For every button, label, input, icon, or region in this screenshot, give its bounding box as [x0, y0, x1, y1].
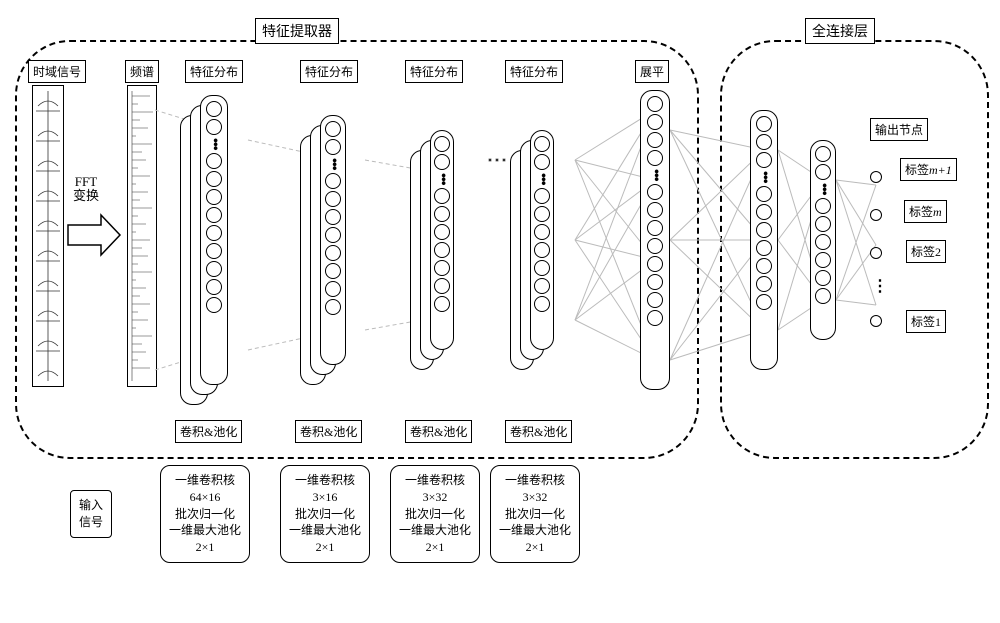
- pool-size: 2×1: [169, 539, 241, 556]
- pool-size: 2×1: [289, 539, 361, 556]
- flatten-column: •••: [640, 90, 670, 390]
- output-node-label: 输出节点: [870, 118, 928, 141]
- fft-label: FFT变换: [73, 175, 99, 204]
- output-label-m1: 标签m+1: [900, 158, 957, 181]
- output-dots: ⋮: [872, 276, 888, 296]
- fc-column-1: •••: [750, 110, 778, 370]
- spectrum-icon: [128, 86, 156, 386]
- pool-label: 一维最大池化: [289, 522, 361, 539]
- output-node: [870, 171, 882, 183]
- pool-size: 2×1: [399, 539, 471, 556]
- bn-label: 批次归一化: [289, 506, 361, 523]
- pool-label: 一维最大池化: [399, 522, 471, 539]
- output-node: [870, 209, 882, 221]
- output-label-m: 标签m: [904, 200, 947, 223]
- conv-param-box-1: 一维卷积核64×16批次归一化一维最大池化2×1: [160, 465, 250, 563]
- conv-param-box-4: 一维卷积核3×32批次归一化一维最大池化2×1: [490, 465, 580, 563]
- conv-pool-label-2: 卷积&池化: [295, 420, 362, 443]
- conv-pool-label-1: 卷积&池化: [175, 420, 242, 443]
- kernel-label: 一维卷积核: [499, 472, 571, 489]
- output-node: [870, 315, 882, 327]
- spectrum-box: [127, 85, 157, 387]
- bn-label: 批次归一化: [499, 506, 571, 523]
- feature-extractor-title: 特征提取器: [255, 18, 339, 44]
- time-signal-box: [32, 85, 64, 387]
- fc-column-2: •••: [810, 140, 836, 340]
- feat-dist-label-2: 特征分布: [300, 60, 358, 83]
- conv-pool-label-3: 卷积&池化: [405, 420, 472, 443]
- output-label-1: 标签1: [906, 310, 946, 333]
- pool-size: 2×1: [499, 539, 571, 556]
- bn-label: 批次归一化: [169, 506, 241, 523]
- conv-param-box-3: 一维卷积核3×32批次归一化一维最大池化2×1: [390, 465, 480, 563]
- feature-stack-4: •••: [530, 130, 554, 350]
- kernel-size: 3×32: [399, 489, 471, 506]
- kernel-label: 一维卷积核: [399, 472, 471, 489]
- flatten-label: 展平: [635, 60, 669, 83]
- kernel-label: 一维卷积核: [289, 472, 361, 489]
- kernel-size: 3×16: [289, 489, 361, 506]
- time-waveform-icon: [33, 86, 63, 386]
- input-signal-label: 输入信号: [70, 490, 112, 538]
- feature-stack-3: •••: [430, 130, 454, 350]
- time-signal-label: 时域信号: [28, 60, 86, 83]
- conv-param-box-2: 一维卷积核3×16批次归一化一维最大池化2×1: [280, 465, 370, 563]
- fft-arrow: [66, 210, 122, 265]
- fc-layer-title: 全连接层: [805, 18, 875, 44]
- feat-dist-label-3: 特征分布: [405, 60, 463, 83]
- feat-dist-label-4: 特征分布: [505, 60, 563, 83]
- pool-label: 一维最大池化: [169, 522, 241, 539]
- input-signal-text: 输入信号: [79, 498, 103, 529]
- output-node: [870, 247, 882, 259]
- bn-label: 批次归一化: [399, 506, 471, 523]
- feat-dist-label-1: 特征分布: [185, 60, 243, 83]
- kernel-label: 一维卷积核: [169, 472, 241, 489]
- pool-label: 一维最大池化: [499, 522, 571, 539]
- kernel-size: 3×32: [499, 489, 571, 506]
- feature-stack-1: •••: [200, 95, 228, 385]
- kernel-size: 64×16: [169, 489, 241, 506]
- feature-stack-2: •••: [320, 115, 346, 365]
- spectrum-label: 频谱: [125, 60, 159, 83]
- output-label-2: 标签2: [906, 240, 946, 263]
- conv-pool-label-4: 卷积&池化: [505, 420, 572, 443]
